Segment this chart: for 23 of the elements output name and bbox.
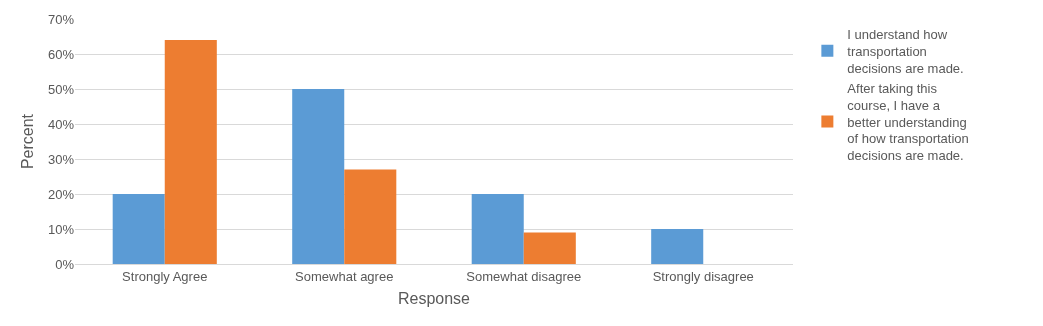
bar: [344, 169, 397, 264]
x-tick-label: Somewhat disagree: [466, 268, 582, 284]
y-tick-label: 20%: [47, 186, 75, 202]
y-tick-label: 60%: [47, 46, 75, 62]
bar: [292, 89, 345, 264]
bar: [112, 194, 165, 264]
y-tick-label: 70%: [47, 11, 75, 27]
x-axis-title: Response: [397, 290, 471, 308]
y-tick-label: 10%: [47, 221, 75, 237]
bar: [651, 229, 704, 264]
x-tick-label: Strongly Agree: [122, 268, 208, 284]
x-tick-label: Somewhat agree: [295, 268, 394, 284]
bar: [471, 194, 524, 264]
x-tick-label: Strongly disagree: [652, 268, 754, 284]
y-tick-label: 0%: [55, 256, 75, 272]
legend-label: I understand how transportation decisions are made.: [847, 27, 964, 76]
bar: [164, 40, 217, 264]
y-tick-label: 40%: [47, 116, 75, 132]
y-tick-label: 30%: [47, 151, 75, 167]
legend-label: After taking this course, I have a better understanding of how transportation decisions are made.: [847, 80, 969, 164]
bar: [523, 232, 576, 264]
y-tick-label: 50%: [47, 81, 75, 97]
y-axis-title: Percent: [19, 113, 36, 170]
